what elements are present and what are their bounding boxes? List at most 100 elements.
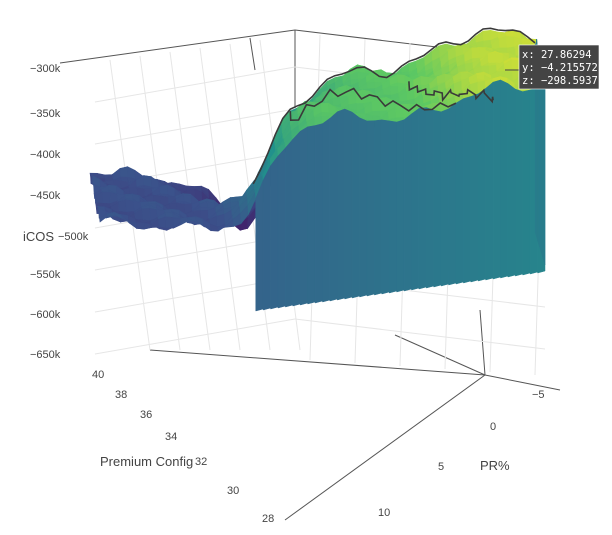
surface-cell xyxy=(359,117,368,298)
y-tick-label: 5 xyxy=(438,461,444,473)
surface-cell xyxy=(522,89,531,276)
contour-lines xyxy=(252,27,536,185)
y-tick-label: 10 xyxy=(378,507,390,519)
x-tick-label: 30 xyxy=(227,485,239,497)
z-tick-label: −550k xyxy=(30,269,61,281)
tooltip-z: z: −298.5937k xyxy=(522,75,605,87)
scene-frame xyxy=(59,29,561,521)
z-axis-title: iCOS xyxy=(23,229,54,244)
x-tick-label: 34 xyxy=(165,431,177,443)
surface-cell xyxy=(125,199,135,213)
surface-cell xyxy=(300,126,308,306)
z-tick-label: −500k xyxy=(58,231,89,243)
surface-cell xyxy=(389,120,397,294)
gridline xyxy=(199,47,241,351)
surface-cell xyxy=(372,110,381,117)
surface-cell xyxy=(487,51,497,64)
z-axis-top-edge xyxy=(59,29,296,64)
surface-cell xyxy=(102,191,111,204)
surface-cell xyxy=(507,82,516,278)
tooltip-x: x: 27.86294 xyxy=(522,49,592,61)
surface-cell xyxy=(366,81,376,90)
gridline xyxy=(94,318,296,355)
surface-cell xyxy=(418,107,427,290)
surface-cell xyxy=(329,111,338,302)
surface-cell xyxy=(97,172,106,180)
x-tick-label: 32 xyxy=(195,456,207,468)
surface-cell xyxy=(471,47,481,60)
surface-cell xyxy=(119,166,129,178)
surface-cell xyxy=(320,102,330,114)
z-tick-label: −300k xyxy=(30,63,61,75)
surface-cell xyxy=(178,183,188,191)
z-tick-label: −400k xyxy=(30,149,61,161)
surface-cell xyxy=(448,102,457,286)
surface-cell xyxy=(426,107,434,289)
z-tick-label: −350k xyxy=(30,108,61,120)
surface-cell xyxy=(337,108,345,301)
surface-cell xyxy=(396,119,405,293)
y-tick-label: −5 xyxy=(532,389,545,401)
surface-cell xyxy=(118,199,127,213)
surface-cell xyxy=(420,76,430,86)
surface-cell xyxy=(136,222,145,230)
back-left-edge xyxy=(249,37,256,71)
x-axis-ticks: 40 38 36 34 32 30 28 xyxy=(92,369,274,525)
surface-cell xyxy=(485,81,494,281)
surface-cell xyxy=(440,108,449,287)
y-axis-ticks: −5 0 5 10 xyxy=(378,389,545,519)
surface-cell xyxy=(344,108,353,300)
surface-cell xyxy=(500,79,509,279)
contour-line xyxy=(289,87,457,122)
surface-cell xyxy=(455,98,464,285)
tooltip-box xyxy=(518,44,600,90)
surface-cell xyxy=(366,120,375,297)
x-axis-title: Premium Config xyxy=(100,454,193,469)
surface-cell xyxy=(285,138,294,308)
x-tick-label: 38 xyxy=(115,389,127,401)
x-tick-label: 40 xyxy=(92,369,104,381)
contour-line xyxy=(408,81,494,104)
z-tick-label: −650k xyxy=(30,349,61,361)
corner-vertical-edge xyxy=(479,309,486,376)
surface-cell xyxy=(199,207,209,211)
floor-back-edge xyxy=(149,349,486,376)
surface-cell xyxy=(351,111,360,299)
surface-cell xyxy=(127,166,136,180)
surface-cell xyxy=(492,79,501,280)
contour-line xyxy=(252,27,536,185)
surface-cell xyxy=(262,165,271,311)
surface-cell xyxy=(277,147,286,309)
z-tick-label: −600k xyxy=(30,309,61,321)
floor-right-edge xyxy=(484,374,561,391)
surface-cell xyxy=(381,119,390,295)
z-axis-ticks: −300k −350k −400k −450k −500k −550k −600k −650k xyxy=(30,63,89,361)
gridline xyxy=(294,318,546,350)
surface-cell xyxy=(478,87,486,282)
surface-cell xyxy=(403,113,412,292)
gridline xyxy=(94,66,296,103)
surface-cell xyxy=(165,216,175,229)
surface-cell xyxy=(506,35,515,49)
surface-cell xyxy=(314,123,323,304)
surface-cell xyxy=(433,109,442,288)
hover-tooltip: x: 27.86294 y: −4.215572 z: −298.5937k xyxy=(505,44,605,90)
surface-cell xyxy=(374,119,383,296)
floor-diagonal xyxy=(394,334,486,376)
z-tick-label: −450k xyxy=(30,190,61,202)
surface-cell xyxy=(470,93,479,283)
surface-cell xyxy=(307,125,316,305)
surface-cell xyxy=(292,130,301,307)
y-axis-title: PR% xyxy=(480,458,510,473)
surface-cell xyxy=(322,117,331,303)
surface-cell xyxy=(210,228,220,232)
gridline xyxy=(94,108,296,145)
surface-cell xyxy=(371,99,381,112)
surface-cell xyxy=(482,29,492,42)
surface-cell xyxy=(411,107,420,291)
surface-cell xyxy=(332,96,341,106)
surface-cell xyxy=(255,180,264,312)
surface-cell xyxy=(141,208,151,221)
x-tick-label: 36 xyxy=(140,409,152,421)
